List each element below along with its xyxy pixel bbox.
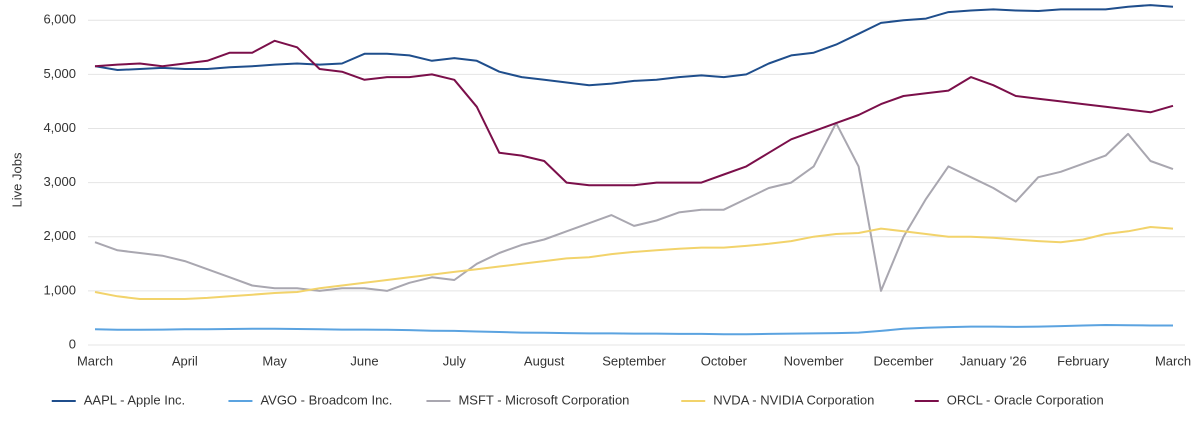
x-tick-label: February [1057, 353, 1110, 368]
y-axis-label: Live Jobs [9, 152, 24, 207]
x-tick-label: March [1155, 353, 1191, 368]
y-tick-label: 0 [69, 336, 76, 351]
y-tick-label: 3,000 [43, 174, 76, 189]
legend-label: AVGO - Broadcom Inc. [260, 392, 392, 407]
y-tick-label: 4,000 [43, 120, 76, 135]
x-tick-label: October [701, 353, 748, 368]
legend-label: NVDA - NVIDIA Corporation [713, 392, 874, 407]
x-tick-label: September [602, 353, 666, 368]
x-tick-label: January '26 [960, 353, 1027, 368]
y-tick-label: 6,000 [43, 12, 76, 27]
x-tick-label: July [443, 353, 467, 368]
x-tick-label: May [262, 353, 287, 368]
series-line [94, 4, 1174, 87]
series-line [94, 324, 1173, 336]
x-tick-label: April [172, 353, 198, 368]
legend-label: AAPL - Apple Inc. [84, 392, 185, 407]
y-tick-label: 2,000 [43, 228, 76, 243]
x-tick-label: June [350, 353, 378, 368]
y-tick-label: 1,000 [43, 282, 76, 297]
y-tick-label: 5,000 [43, 66, 76, 81]
legend-label: MSFT - Microsoft Corporation [458, 392, 629, 407]
legend-label: ORCL - Oracle Corporation [947, 392, 1104, 407]
x-tick-label: March [77, 353, 113, 368]
series-line [94, 122, 1174, 292]
series-line [94, 39, 1174, 187]
x-tick-label: December [874, 353, 935, 368]
series-line [94, 226, 1174, 300]
x-tick-label: November [784, 353, 845, 368]
x-tick-label: August [524, 353, 565, 368]
